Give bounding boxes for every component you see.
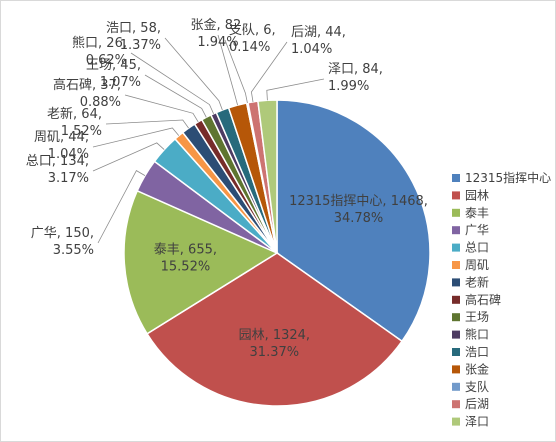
pie-slices: [123, 99, 431, 407]
slice-14-label-percent: 1.99%: [328, 79, 369, 94]
legend-item-10: 浩口: [465, 345, 489, 359]
slice-0-label-value: 12315指挥中心, 1468,: [289, 194, 428, 209]
slice-10-label-value: 浩口, 58,: [106, 21, 161, 36]
legend-swatch-3: [452, 226, 460, 235]
slice-7-label-percent: 0.88%: [80, 95, 121, 110]
slice-6-leader: [105, 119, 189, 129]
slice-5-label-value: 周矶, 44,: [34, 130, 89, 145]
slice-2-label-percent: 15.52%: [161, 259, 211, 274]
slice-0-label-percent: 34.78%: [334, 211, 384, 226]
slice-3-leader: [97, 170, 146, 244]
slice-13-leader: [250, 41, 288, 102]
legend-item-14: 泽口: [465, 415, 489, 429]
slice-9-label: 熊口, 26, 0.62%: [72, 35, 127, 68]
slice-10-label-percent: 1.37%: [120, 38, 161, 53]
legend-item-13: 后湖: [465, 396, 489, 411]
slice-9-leader: [130, 52, 214, 114]
slice-0-label: 12315指挥中心, 1468, 34.78%: [289, 194, 428, 226]
slice-3-label-value: 广华, 150,: [31, 226, 94, 241]
slice-5-label: 周矶, 44, 1.04%: [34, 130, 89, 162]
slice-2: [123, 189, 279, 335]
legend-swatch-4: [452, 243, 460, 252]
legend-item-12: 支队: [465, 379, 489, 394]
slice-6-label-percent: 1.52%: [61, 124, 102, 139]
legend-item-11: 张金: [465, 361, 489, 376]
legend-swatch-5: [452, 261, 460, 269]
slice-6-label: 老新, 64, 1.52%: [47, 106, 102, 139]
legend-item-8: 王场: [465, 310, 489, 324]
slice-13-label: 后湖, 44, 1.04%: [291, 25, 346, 57]
slice-labels: 12315指挥中心, 1468, 34.78% 园林, 1324, 31.37% 泰丰,…: [26, 17, 428, 360]
slice-5-leader: [92, 127, 180, 148]
legend-swatch-14: [452, 417, 460, 426]
legend-swatch-11: [452, 365, 460, 374]
slice-13-label-value: 后湖, 44,: [291, 25, 346, 40]
slice-2-label-value: 泰丰, 655,: [154, 242, 217, 257]
legend-item-5: 周矶: [465, 258, 489, 272]
slice-7-label-value: 高石碑, 37,: [53, 77, 121, 93]
slice-4-leader: [92, 142, 165, 172]
slice-1-label: 园林, 1324, 31.37%: [239, 328, 310, 360]
slice-4-label: 总口, 134, 3.17%: [26, 154, 89, 186]
legend-swatch-6: [452, 278, 460, 287]
legend-item-2: 泰丰: [465, 206, 489, 220]
slice-7-label: 高石碑, 37, 0.88%: [53, 77, 121, 110]
slice-14-leader: [266, 78, 325, 101]
legend-item-1: 园林: [465, 188, 489, 202]
slice-11-leader: [217, 34, 238, 106]
legend-swatch-12: [452, 382, 460, 391]
slice-11-label-percent: 1.94%: [197, 35, 238, 50]
legend-item-7: 高石碑: [465, 292, 501, 307]
slice-10-label: 浩口, 58, 1.37%: [106, 21, 161, 53]
slice-4-label-value: 总口, 134,: [26, 154, 89, 169]
slice-1-label-value: 园林, 1324,: [239, 328, 310, 343]
legend-swatch-7: [452, 295, 460, 304]
legend-swatch-10: [452, 348, 460, 356]
slice-14-label-value: 泽口, 84,: [328, 62, 383, 77]
legend-item-9: 熊口: [465, 327, 489, 342]
slice-11-label-value: 张金, 82,: [191, 17, 246, 33]
slice-1-label-percent: 31.37%: [250, 345, 300, 360]
slice-3-label: 广华, 150, 3.55%: [31, 226, 94, 258]
slice-3-label-percent: 3.55%: [53, 243, 94, 258]
legend-item-6: 老新: [465, 274, 489, 289]
slice-2-label: 泰丰, 655, 15.52%: [154, 242, 217, 274]
slice-9-label-percent: 0.62%: [86, 53, 127, 68]
legend-item-3: 广华: [465, 223, 489, 237]
legend-swatch-9: [452, 330, 460, 339]
slice-5-label-percent: 1.04%: [48, 147, 89, 162]
slice-12-label: 支队, 6, 0.14%: [229, 23, 276, 55]
legend-item-4: 总口: [465, 241, 489, 255]
slice-7-leader: [124, 94, 199, 123]
slice-12-label-value: 支队, 6,: [229, 23, 276, 38]
slice-14-label: 泽口, 84, 1.99%: [328, 62, 383, 94]
slice-11-label: 张金, 82, 1.94%: [191, 17, 246, 50]
legend-swatch-8: [452, 313, 460, 322]
slice-13-label-percent: 1.04%: [291, 42, 332, 57]
legend-swatch-2: [452, 208, 460, 217]
legend-swatch-1: [452, 191, 460, 200]
slice-0: [276, 99, 431, 343]
slice-9-label-value: 熊口, 26,: [72, 35, 127, 51]
leader-lines: [92, 34, 325, 244]
legend-swatch-13: [452, 400, 460, 409]
slice-8-label-percent: 1.07%: [100, 75, 141, 90]
slice-8-label-value: 王场, 45,: [86, 58, 141, 73]
slice-6-label-value: 老新, 64,: [47, 106, 102, 122]
legend-item-0: 12315指挥中心: [465, 170, 551, 185]
slice-12-leader: [224, 39, 248, 103]
slice-8-label: 王场, 45, 1.07%: [86, 58, 141, 90]
slice-4-label-percent: 3.17%: [48, 171, 89, 186]
slice-1: [146, 252, 404, 407]
legend-swatch-0: [452, 174, 460, 182]
slice-8-leader: [144, 74, 207, 118]
slice-12-label-percent: 0.14%: [229, 40, 270, 55]
slice-10-leader: [164, 37, 223, 111]
